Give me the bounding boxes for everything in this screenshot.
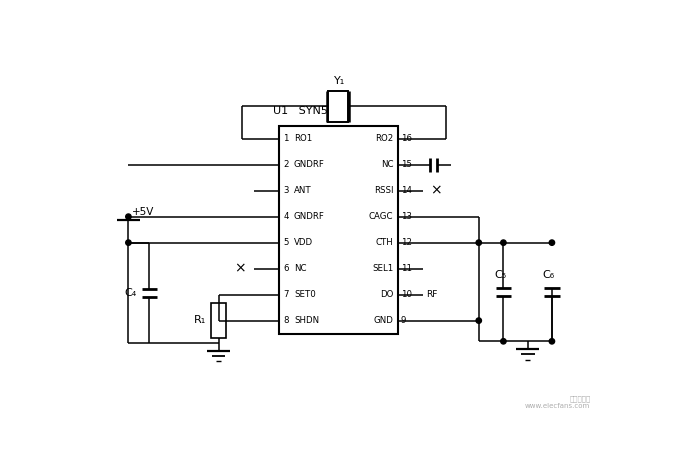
Text: Y₁: Y₁ xyxy=(334,76,346,86)
Text: RSSI: RSSI xyxy=(374,186,394,195)
Circle shape xyxy=(126,240,131,245)
Text: 2: 2 xyxy=(284,160,289,169)
Text: 13: 13 xyxy=(400,212,412,221)
Text: C₅: C₅ xyxy=(494,270,506,280)
Text: C₆: C₆ xyxy=(543,270,555,280)
Text: 11: 11 xyxy=(400,264,412,273)
Circle shape xyxy=(549,338,555,344)
Circle shape xyxy=(476,318,481,323)
Text: +5V: +5V xyxy=(132,207,154,217)
Text: DO: DO xyxy=(380,290,394,299)
Text: GND: GND xyxy=(373,316,394,325)
Text: 8: 8 xyxy=(284,316,289,325)
Text: 7: 7 xyxy=(284,290,289,299)
Text: SEL1: SEL1 xyxy=(372,264,394,273)
Text: 4: 4 xyxy=(284,212,289,221)
Circle shape xyxy=(126,214,131,219)
Text: ×: × xyxy=(430,184,442,198)
Text: RO2: RO2 xyxy=(375,134,394,143)
Circle shape xyxy=(549,240,555,245)
Text: 10: 10 xyxy=(400,290,412,299)
Text: 6: 6 xyxy=(284,264,289,273)
Text: NC: NC xyxy=(294,264,306,273)
Circle shape xyxy=(501,240,506,245)
Text: 16: 16 xyxy=(400,134,412,143)
Text: ×: × xyxy=(234,262,246,275)
Text: RO1: RO1 xyxy=(294,134,313,143)
Bar xyxy=(211,303,226,338)
Circle shape xyxy=(501,338,506,344)
Text: GNDRF: GNDRF xyxy=(294,212,325,221)
Text: 9: 9 xyxy=(400,316,406,325)
Text: ANT: ANT xyxy=(294,186,312,195)
Bar xyxy=(328,91,348,122)
Text: 1: 1 xyxy=(284,134,289,143)
Text: RF: RF xyxy=(427,290,438,299)
Text: 12: 12 xyxy=(400,238,412,247)
Text: CAGC: CAGC xyxy=(369,212,394,221)
Text: 电子发烧友
www.elecfans.com: 电子发烧友 www.elecfans.com xyxy=(525,395,591,409)
Text: VDD: VDD xyxy=(294,238,313,247)
Text: SHDN: SHDN xyxy=(294,316,319,325)
Bar xyxy=(279,125,398,334)
Text: SET0: SET0 xyxy=(294,290,316,299)
Text: 5: 5 xyxy=(284,238,289,247)
Text: NC: NC xyxy=(381,160,394,169)
Text: 15: 15 xyxy=(400,160,412,169)
Text: C₄: C₄ xyxy=(125,288,137,298)
Text: CTH: CTH xyxy=(375,238,394,247)
Text: U1   SYN500R: U1 SYN500R xyxy=(273,106,350,116)
Circle shape xyxy=(476,240,481,245)
Text: R₁: R₁ xyxy=(194,315,206,325)
Text: GNDRF: GNDRF xyxy=(294,160,325,169)
Text: 3: 3 xyxy=(284,186,289,195)
Text: 14: 14 xyxy=(400,186,412,195)
